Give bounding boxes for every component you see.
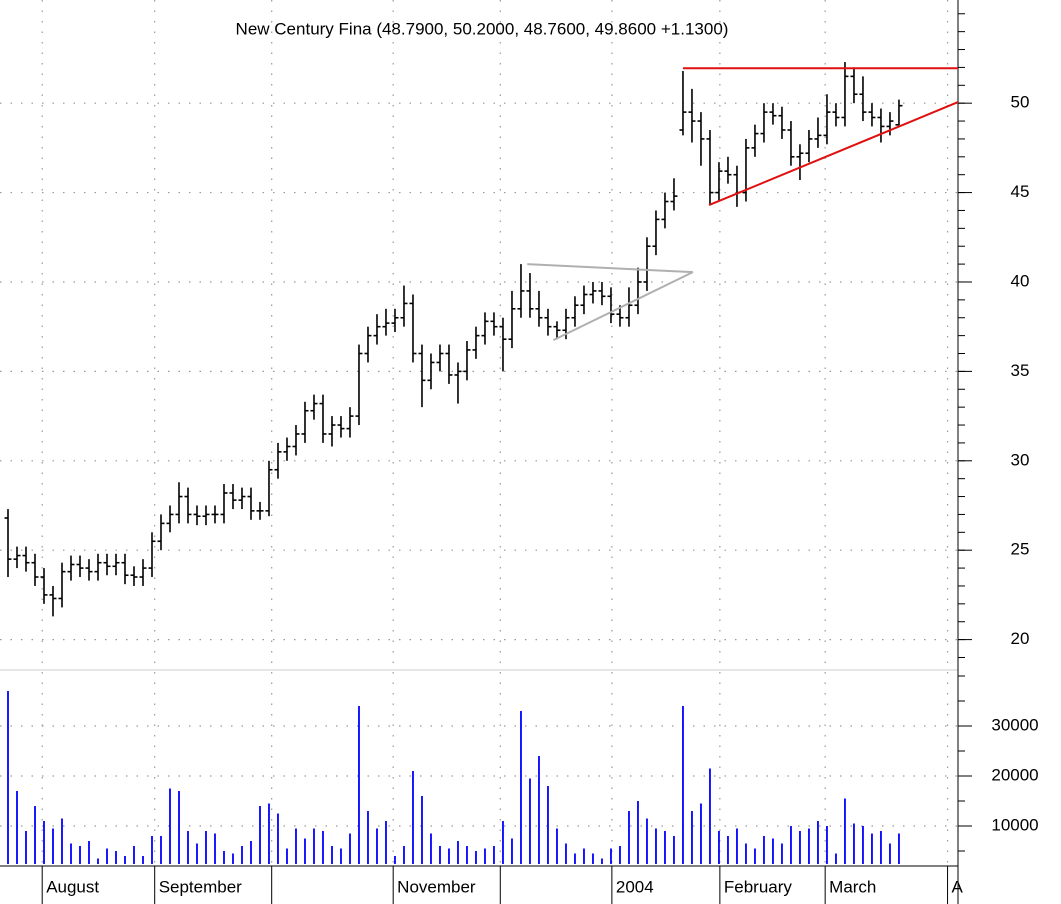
y-tick-label: 45 — [1011, 182, 1030, 201]
y2-tick-label: 30000 — [991, 715, 1038, 734]
y-tick-label: 40 — [1011, 271, 1030, 290]
pattern-line — [527, 263, 694, 341]
x-tick-label: November — [397, 877, 476, 896]
y2-tick-label: 20000 — [991, 765, 1038, 784]
x-tick-label: A — [952, 877, 964, 896]
y2-tick-label: 10000 — [991, 815, 1038, 834]
y-tick-label: 35 — [1011, 361, 1030, 380]
x-tick-label: 2004 — [616, 877, 654, 896]
pattern-line — [708, 101, 959, 207]
x-tick-label: March — [829, 877, 876, 896]
y-tick-label: 30 — [1011, 450, 1030, 469]
chart-title: New Century Fina (48.7900, 50.2000, 48.7… — [236, 19, 729, 38]
x-tick-label: February — [724, 877, 793, 896]
x-tick-label: September — [159, 877, 242, 896]
y-tick-label: 20 — [1011, 629, 1030, 648]
y-tick-label: 50 — [1011, 93, 1030, 112]
x-tick-label: August — [46, 877, 99, 896]
y-tick-label: 25 — [1011, 540, 1030, 559]
